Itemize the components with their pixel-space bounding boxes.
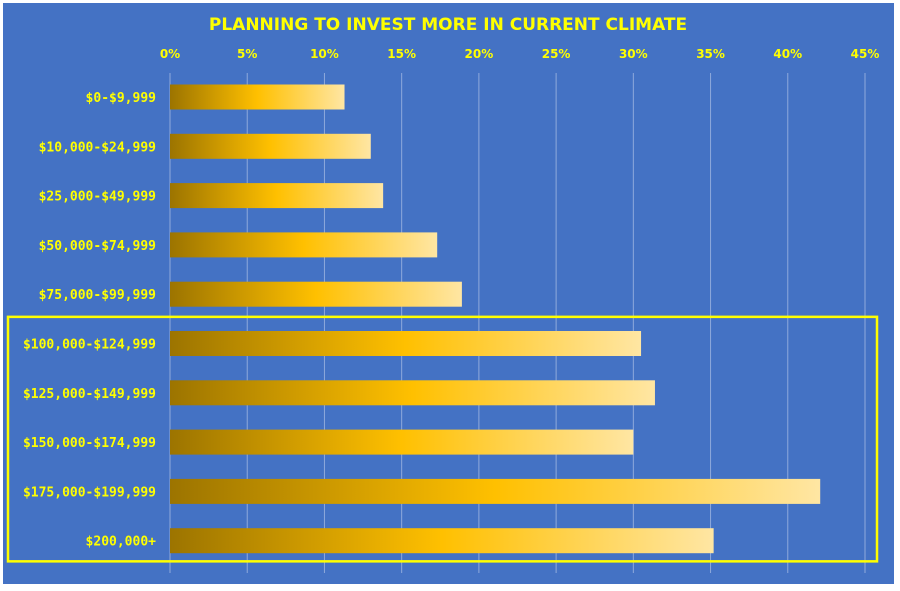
x-tick-label: 0% [160,47,180,61]
bar [170,232,438,258]
category-label: $10,000-$24,999 [39,140,156,155]
x-tick-label: 15% [387,47,416,61]
category-label: $50,000-$74,999 [39,239,156,254]
x-tick-label: 45% [851,47,880,61]
category-label: $150,000-$174,999 [23,436,156,451]
category-label: $100,000-$124,999 [23,338,156,353]
bar [170,281,462,307]
category-label: $200,000+ [86,535,157,550]
x-tick-label: 20% [465,47,494,61]
bars [170,84,821,554]
bar-chart: PLANNING TO INVEST MORE IN CURRENT CLIMA… [6,15,880,573]
bar [170,429,634,455]
bar [170,380,655,406]
bar [170,331,642,356]
x-tick-label: 40% [773,47,802,61]
highlight-box [6,315,879,563]
x-tick-label: 35% [696,47,725,61]
x-tick-label: 5% [237,47,257,61]
x-axis-ticks: 0% 5% 10% 15% 20% 25% 30% 35% 40% 45% [160,47,880,61]
x-tick-label: 10% [310,47,339,61]
x-tick-label: 30% [619,47,648,61]
bar [170,133,371,159]
bar [170,478,821,504]
chart-title: PLANNING TO INVEST MORE IN CURRENT CLIMA… [209,15,687,35]
bar [170,84,345,110]
category-label: $75,000-$99,999 [39,288,156,303]
category-label: $125,000-$149,999 [23,387,156,402]
category-labels: $0-$9,999 $10,000-$24,999 $25,000-$49,999 $… [23,91,156,550]
x-tick-label: 25% [542,47,571,61]
category-label: $175,000-$199,999 [23,485,156,500]
category-label: $25,000-$49,999 [39,190,156,205]
bar [170,183,384,209]
chart-container: PLANNING TO INVEST MORE IN CURRENT CLIMA… [3,3,894,584]
bar [170,528,714,554]
category-label: $0-$9,999 [86,91,156,106]
